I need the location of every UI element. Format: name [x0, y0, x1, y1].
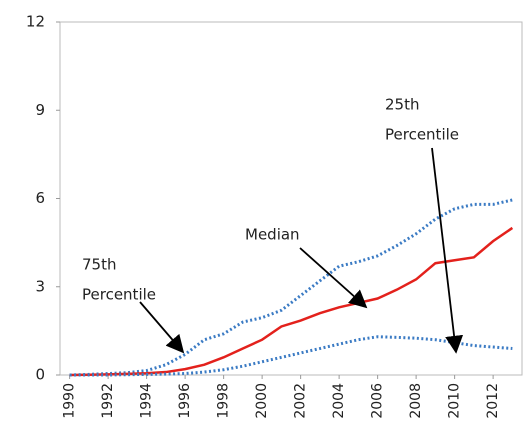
x-tick-label: 2010 [447, 383, 463, 419]
annotation-arrow [431, 147, 464, 354]
x-tick-label: 2000 [254, 383, 270, 419]
x-tick-label: 2012 [485, 383, 501, 419]
y-tick-label: 9 [35, 101, 45, 119]
x-tick-label: 2004 [331, 383, 347, 419]
x-tick-label: 1990 [62, 383, 78, 419]
annotation-arrow [299, 247, 368, 309]
x-tick-label: 2006 [370, 383, 386, 419]
series-line [69, 198, 513, 377]
x-tick-label: 1994 [139, 383, 155, 419]
annotation: Percentile [82, 286, 156, 304]
annotation: 75th [82, 256, 116, 274]
x-tick-label: 2002 [293, 383, 309, 419]
y-tick-label: 12 [26, 13, 45, 31]
series-line [69, 335, 513, 377]
x-tick-label: 1992 [100, 383, 116, 419]
y-tick-label: 3 [35, 277, 45, 295]
x-tick-label: 2008 [408, 383, 424, 419]
x-tick-label: 1996 [177, 383, 193, 419]
annotation: Median [245, 226, 300, 244]
x-tick-label: 1998 [216, 383, 232, 419]
annotation: 25th [385, 96, 419, 114]
annotation: Percentile [385, 126, 459, 144]
y-tick-label: 6 [35, 189, 45, 207]
annotation-arrow [139, 301, 185, 354]
y-tick-label: 0 [35, 366, 45, 384]
